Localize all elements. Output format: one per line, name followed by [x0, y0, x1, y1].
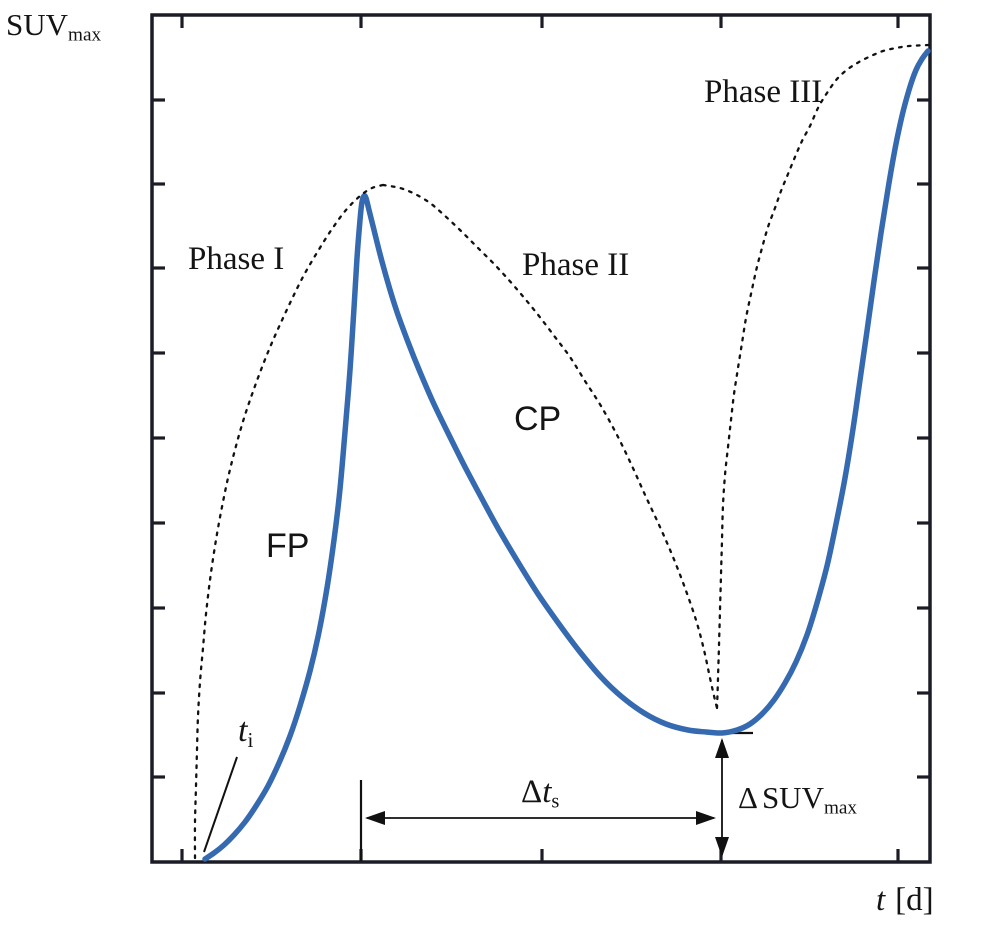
x-axis-label-text: t	[876, 882, 886, 918]
delta-suvmax-sub: max	[823, 797, 858, 819]
ti-label: ti	[238, 714, 253, 751]
delta-suvmax-text: SUV	[761, 780, 824, 815]
x-axis-label: t [d]	[876, 884, 934, 917]
ti-label-text: t	[238, 712, 248, 749]
delta-ts-text: t	[542, 774, 552, 810]
ti-label-sub: i	[247, 727, 254, 752]
axis-box	[150, 13, 932, 864]
delta-ts-delta: Δ	[521, 774, 543, 810]
phase1-dotted-curve	[193, 183, 385, 860]
ti-leader-line	[203, 756, 238, 853]
cp-label: CP	[514, 400, 562, 438]
y-axis-label-sub: max	[68, 24, 102, 46]
phase3-label: Phase III	[704, 74, 823, 110]
phase2-dotted-curve	[381, 183, 719, 710]
y-axis-label: SUVmax	[6, 9, 101, 45]
suvmax-solid-curve	[202, 48, 931, 862]
fp-label: FP	[266, 527, 310, 565]
delta-suvmax-label: Δ SUVmax	[738, 782, 857, 818]
delta-ts-label: Δts	[521, 776, 559, 812]
delta-ts-sub: s	[551, 790, 560, 813]
x-axis-label-unit: [d]	[895, 882, 934, 918]
phase1-label: Phase I	[188, 241, 285, 277]
phase2-label: Phase II	[522, 247, 630, 283]
y-axis-label-text: SUV	[6, 7, 69, 42]
delta-suvmax-delta: Δ	[738, 780, 758, 815]
